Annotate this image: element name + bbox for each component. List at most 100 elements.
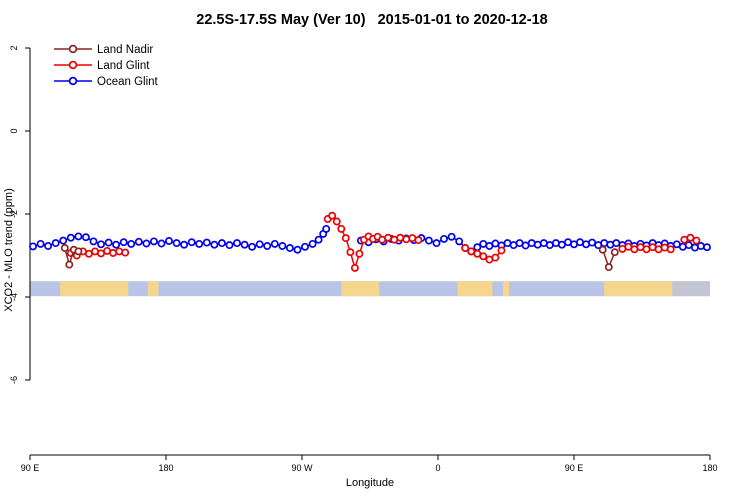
- data-point: [210, 240, 219, 249]
- data-point: [696, 242, 705, 250]
- data-point: [233, 239, 241, 248]
- data-point: [610, 248, 619, 257]
- data-point: [180, 240, 189, 249]
- map-strip-land: [457, 281, 493, 297]
- x-tick-label: 90 E: [21, 463, 40, 473]
- map-strip-land: [502, 281, 510, 297]
- legend-label-land-glint: Land Glint: [97, 60, 150, 72]
- map-strip-land: [604, 281, 673, 297]
- data-point: [491, 253, 500, 262]
- data-point: [301, 242, 309, 251]
- data-point: [66, 233, 75, 242]
- data-point: [414, 236, 423, 245]
- series-land-nadir: [60, 244, 619, 272]
- data-point: [322, 224, 331, 233]
- map-strip-land: [60, 281, 129, 297]
- legend-label-land-nadir: Land Nadir: [97, 44, 153, 56]
- data-point: [654, 245, 663, 254]
- data-point: [134, 237, 143, 246]
- data-point: [328, 211, 337, 220]
- legend: Land Nadir Land Glint Ocean Glint: [54, 44, 159, 88]
- y-tick-label: -6: [9, 376, 19, 384]
- data-point: [142, 239, 151, 248]
- y-tick-label: 2: [9, 45, 19, 50]
- x-tick-label: 90 E: [565, 463, 584, 473]
- data-point: [285, 244, 294, 252]
- data-point: [89, 237, 98, 246]
- data-point: [332, 217, 341, 226]
- map-strip-gray: [672, 281, 710, 297]
- data-point: [202, 238, 211, 247]
- data-point: [74, 232, 83, 241]
- data-point: [666, 245, 675, 254]
- data-point: [598, 245, 607, 254]
- x-tick-label: 180: [158, 463, 173, 473]
- data-point: [81, 233, 90, 242]
- data-point: [270, 239, 279, 248]
- x-axis-label: Longitude: [346, 477, 394, 489]
- data-point: [97, 240, 105, 249]
- data-point: [473, 243, 482, 252]
- data-point: [121, 248, 130, 257]
- data-point: [461, 244, 470, 252]
- legend-marker: [68, 44, 78, 54]
- data-point: [59, 236, 68, 245]
- data-point: [74, 247, 83, 256]
- data-point: [263, 242, 272, 250]
- legend-symbols: [54, 44, 92, 86]
- data-point: [402, 235, 411, 244]
- data-point: [424, 236, 433, 245]
- data-point: [112, 240, 121, 249]
- data-point: [396, 233, 405, 242]
- data-point: [497, 246, 506, 255]
- data-point: [432, 239, 441, 248]
- data-point: [255, 240, 264, 249]
- series-land-glint: [66, 211, 701, 272]
- x-tick-label: 0: [435, 463, 440, 473]
- data-series: [29, 211, 711, 272]
- data-point: [157, 239, 166, 248]
- data-point: [686, 233, 695, 242]
- legend-marker: [68, 76, 78, 86]
- data-point: [346, 248, 355, 257]
- data-point: [187, 238, 196, 247]
- legend-marker: [68, 60, 78, 70]
- data-point: [127, 239, 136, 248]
- data-point: [604, 263, 613, 272]
- data-point: [314, 235, 323, 244]
- data-point: [217, 239, 226, 248]
- data-point: [533, 240, 542, 249]
- data-point: [341, 234, 350, 243]
- data-point: [248, 242, 257, 251]
- data-point: [355, 249, 364, 258]
- map-strip-land: [147, 281, 159, 297]
- y-tick-label: 0: [9, 128, 19, 133]
- data-point: [115, 247, 124, 256]
- data-point: [447, 232, 456, 241]
- data-point: [278, 242, 287, 250]
- y-tick-label: -4: [9, 293, 19, 301]
- data-point: [51, 239, 60, 248]
- data-point: [479, 252, 488, 261]
- data-point: [293, 245, 302, 254]
- y-tick-label: -2: [9, 210, 19, 218]
- data-point: [225, 241, 234, 250]
- x-tick-label: 180: [702, 463, 717, 473]
- data-point: [455, 237, 464, 246]
- data-point: [308, 239, 317, 248]
- data-point: [149, 237, 158, 246]
- legend-label-ocean-glint: Ocean Glint: [97, 76, 159, 88]
- data-point: [29, 242, 37, 251]
- data-point: [119, 238, 128, 247]
- data-point: [44, 242, 53, 250]
- data-point: [350, 263, 359, 272]
- data-point: [65, 260, 74, 269]
- data-point: [600, 239, 609, 248]
- data-point: [109, 249, 118, 257]
- chart-title: 22.5S-17.5S May (Ver 10) 2015-01-01 to 2…: [196, 12, 547, 28]
- world-map-strip: [30, 281, 710, 297]
- data-point: [60, 244, 69, 252]
- x-tick-label: 90 W: [291, 463, 313, 473]
- map-strip-land: [341, 281, 380, 297]
